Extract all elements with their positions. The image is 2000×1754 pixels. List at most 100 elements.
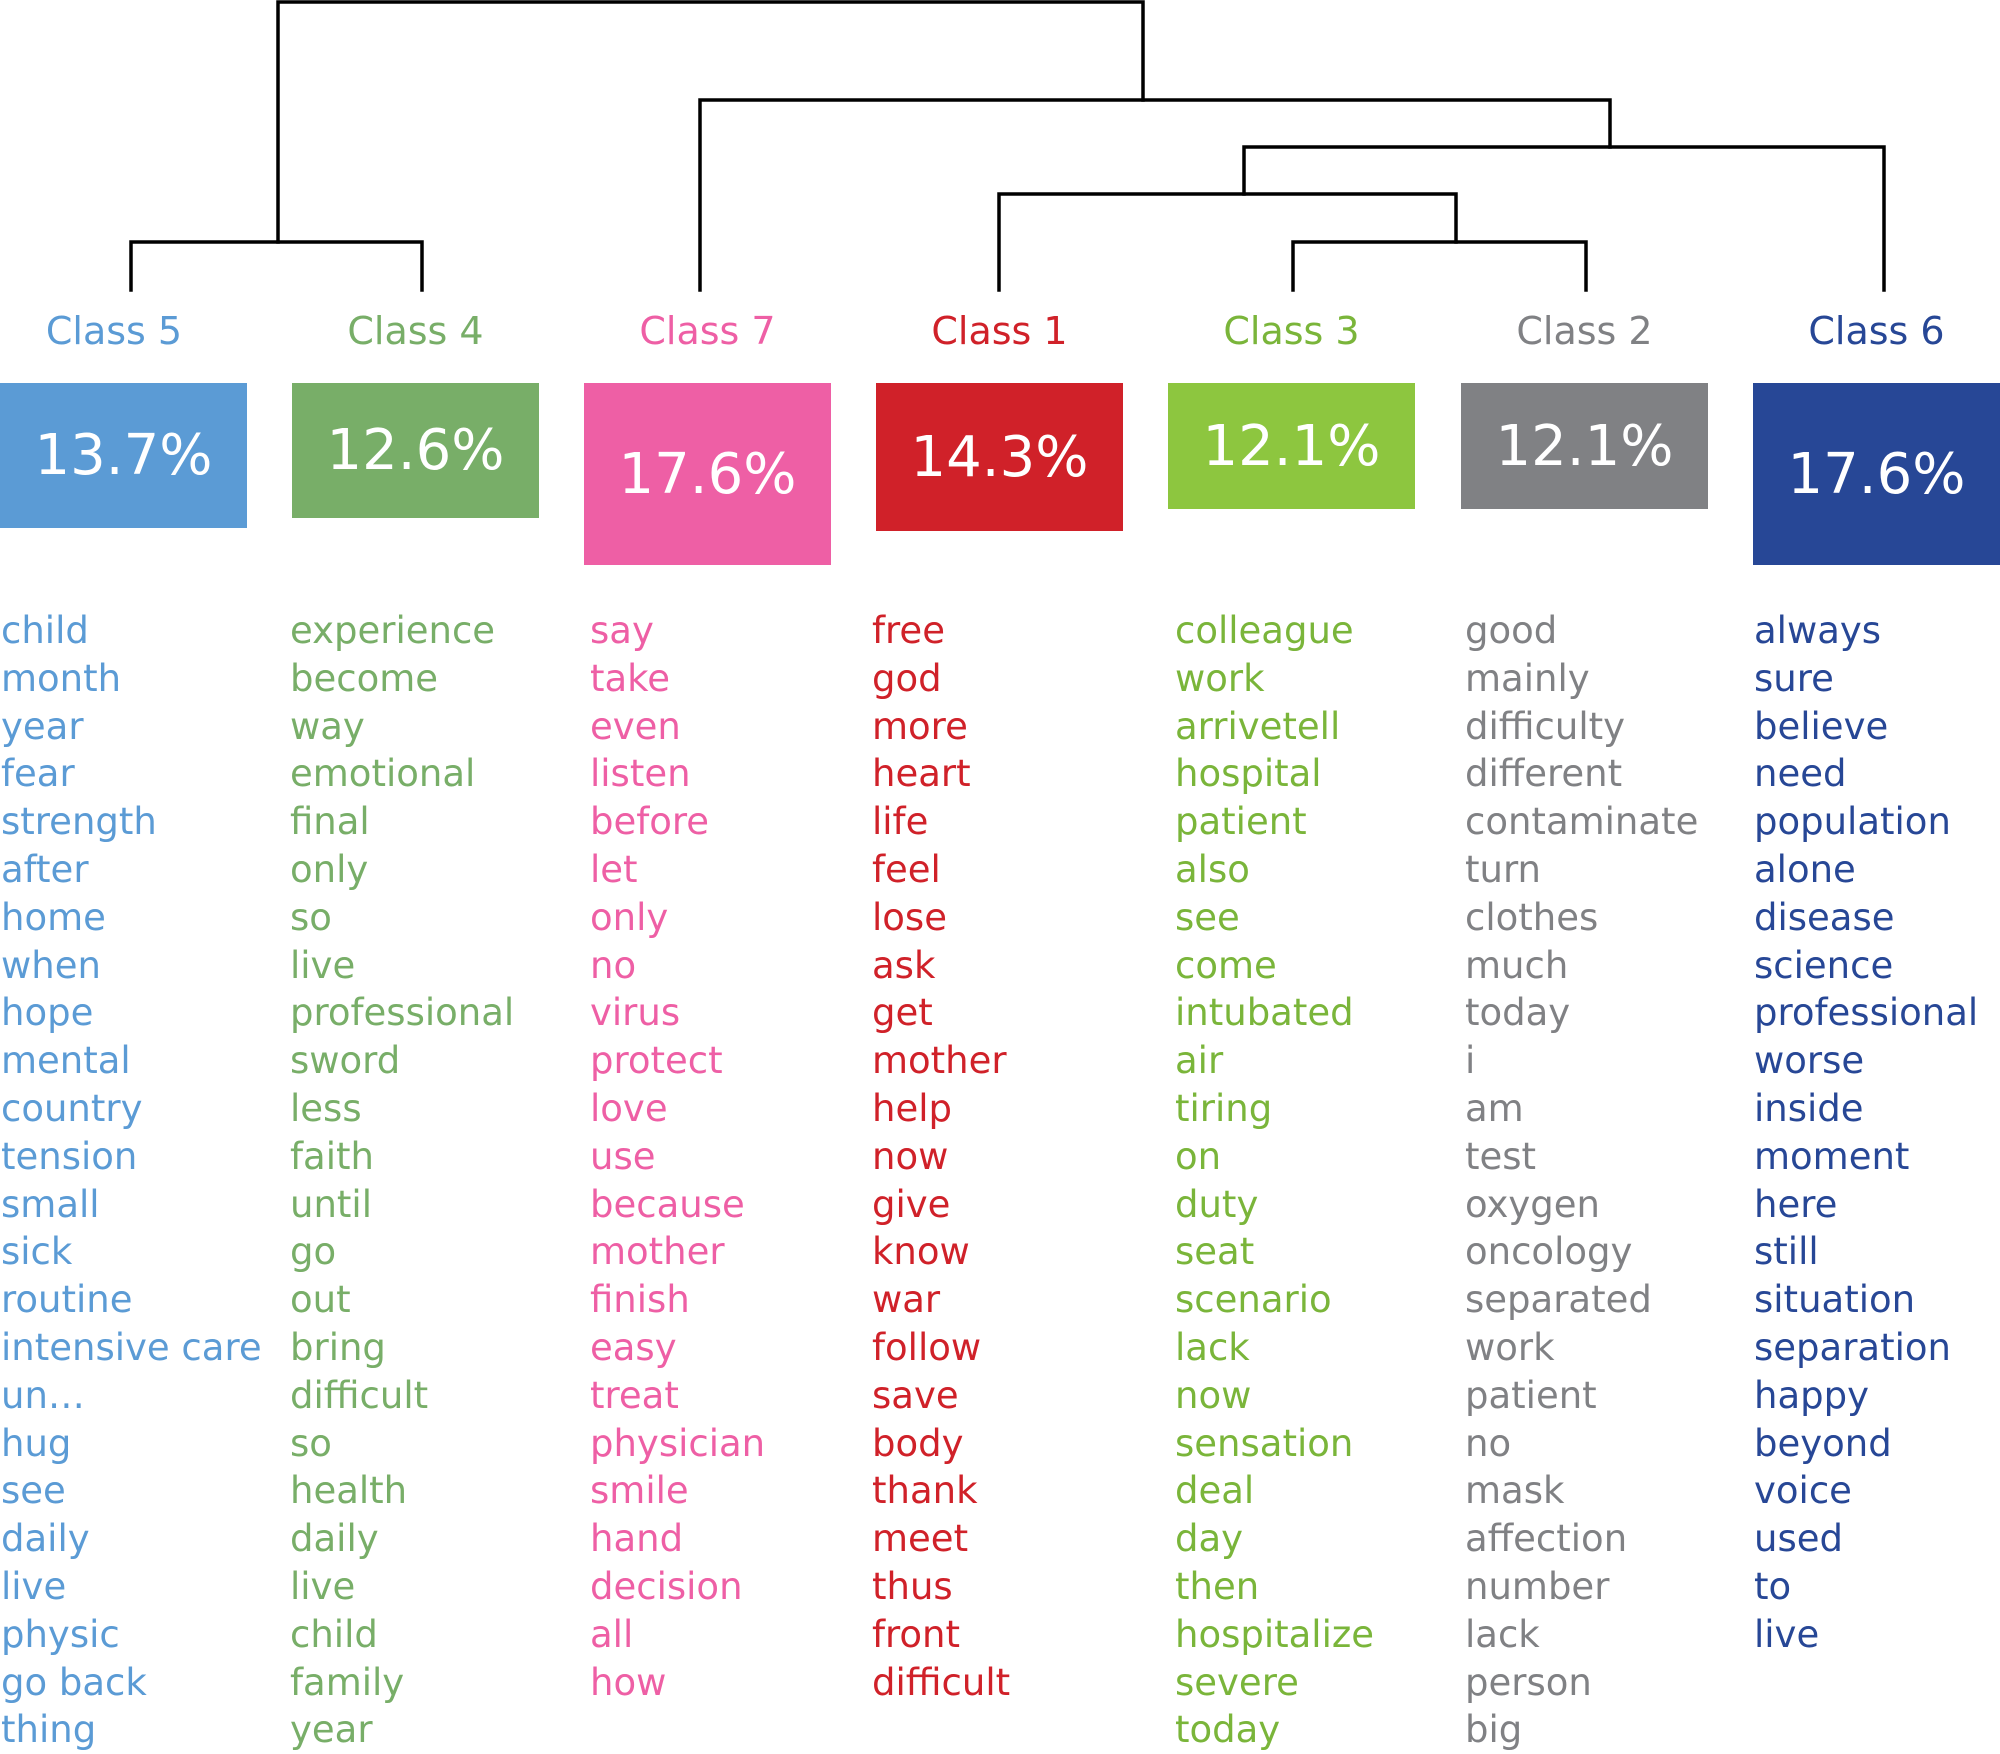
- list-item: arrivetell: [1175, 704, 1341, 748]
- list-item: health: [290, 1469, 408, 1513]
- list-item: to: [1754, 1564, 1792, 1608]
- list-item: lack: [1465, 1612, 1540, 1656]
- list-item: intubated: [1175, 991, 1354, 1035]
- list-item: still: [1754, 1230, 1819, 1274]
- list-item: now: [1175, 1373, 1252, 1417]
- list-item: until: [290, 1182, 372, 1226]
- dendrogram-class5-class4-link: [129, 240, 424, 292]
- list-item: take: [590, 656, 671, 700]
- list-item: finish: [590, 1278, 690, 1322]
- list-item: work: [1175, 656, 1265, 700]
- list-item: out: [290, 1278, 351, 1322]
- list-item: small: [1, 1182, 100, 1226]
- list-item: daily: [290, 1517, 379, 1561]
- list-item: disease: [1754, 895, 1895, 939]
- list-item: then: [1175, 1564, 1260, 1608]
- list-item: deal: [1175, 1469, 1255, 1513]
- list-item: god: [872, 656, 942, 700]
- list-item: am: [1465, 1086, 1524, 1130]
- dendrogram: [129, 0, 1886, 292]
- list-item: way: [290, 704, 365, 748]
- list-item: year: [290, 1708, 373, 1752]
- list-item: thank: [872, 1469, 978, 1513]
- class3-label: Class 3: [1223, 309, 1360, 353]
- class7-label: Class 7: [639, 309, 776, 353]
- dendrogram-class3-class2-link: [1291, 240, 1588, 292]
- list-item: intensive care: [1, 1325, 262, 1369]
- list-item: become: [290, 656, 439, 700]
- list-item: i: [1465, 1039, 1476, 1083]
- dendrogram-root-link: [276, 0, 1145, 244]
- list-item: difficult: [290, 1373, 429, 1417]
- list-item: always: [1754, 609, 1882, 652]
- list-item: follow: [872, 1325, 982, 1369]
- list-item: even: [590, 704, 681, 748]
- list-item: war: [872, 1278, 941, 1322]
- list-item: affection: [1465, 1517, 1628, 1561]
- list-item: save: [872, 1373, 959, 1417]
- class5-percent-box: 13.7%: [0, 383, 247, 528]
- list-item: live: [290, 943, 356, 987]
- class6-percent-box: 17.6%: [1753, 383, 2000, 565]
- list-item: free: [872, 609, 945, 652]
- list-item: see: [1, 1469, 66, 1513]
- list-item: patient: [1465, 1373, 1597, 1417]
- list-item: mother: [872, 1039, 1007, 1083]
- list-item: smile: [590, 1469, 689, 1513]
- list-item: scenario: [1175, 1278, 1332, 1322]
- list-item: month: [1, 656, 122, 700]
- list-item: sick: [1, 1230, 73, 1274]
- list-item: separated: [1465, 1278, 1652, 1322]
- list-item: now: [872, 1134, 949, 1178]
- list-item: more: [872, 704, 968, 748]
- list-item: worse: [1754, 1039, 1865, 1083]
- list-item: turn: [1465, 847, 1541, 891]
- list-item: when: [1, 943, 101, 987]
- list-item: science: [1754, 943, 1894, 987]
- list-item: oncology: [1465, 1230, 1633, 1274]
- list-item: before: [590, 800, 710, 844]
- list-item: meet: [872, 1517, 969, 1561]
- list-item: love: [590, 1086, 668, 1130]
- list-item: today: [1175, 1708, 1281, 1752]
- list-item: go back: [1, 1660, 147, 1704]
- list-item: on: [1175, 1134, 1222, 1178]
- list-item: life: [872, 800, 929, 844]
- list-item: sure: [1754, 656, 1834, 700]
- list-item: moment: [1754, 1134, 1910, 1178]
- list-item: protect: [590, 1039, 723, 1083]
- list-item: family: [290, 1660, 405, 1704]
- list-item: un…: [1, 1373, 85, 1417]
- list-item: big: [1465, 1708, 1523, 1752]
- dendrogram-cluster-class6-link: [1242, 145, 1886, 292]
- list-item: home: [1, 895, 106, 939]
- list-item: physic: [1, 1612, 120, 1656]
- list-item: professional: [1754, 991, 1979, 1035]
- class1-word-list: free god more heart life feel lose ask g…: [872, 607, 1010, 1706]
- list-item: less: [290, 1086, 362, 1130]
- class2-word-list: good mainly difficulty different contami…: [1465, 607, 1698, 1754]
- list-item: oxygen: [1465, 1182, 1600, 1226]
- list-item: child: [1, 609, 89, 652]
- list-item: go: [290, 1230, 337, 1274]
- list-item: number: [1465, 1564, 1610, 1608]
- list-item: different: [1465, 752, 1623, 796]
- list-item: work: [1465, 1325, 1555, 1369]
- class4-word-list: experience become way emotional final on…: [290, 607, 514, 1754]
- list-item: emotional: [290, 752, 476, 796]
- list-item: mask: [1465, 1469, 1565, 1513]
- list-item: only: [590, 895, 669, 939]
- list-item: seat: [1175, 1230, 1255, 1274]
- list-item: believe: [1754, 704, 1889, 748]
- list-item: see: [1175, 895, 1240, 939]
- list-item: final: [290, 800, 370, 844]
- class1-label: Class 1: [931, 309, 1068, 353]
- list-item: severe: [1175, 1660, 1299, 1704]
- list-item: hospital: [1175, 752, 1322, 796]
- list-item: here: [1754, 1182, 1838, 1226]
- class7-percent-box: 17.6%: [584, 383, 831, 565]
- list-item: also: [1175, 847, 1250, 891]
- class6-label: Class 6: [1808, 309, 1945, 353]
- list-item: contaminate: [1465, 800, 1699, 844]
- list-item: patient: [1175, 800, 1307, 844]
